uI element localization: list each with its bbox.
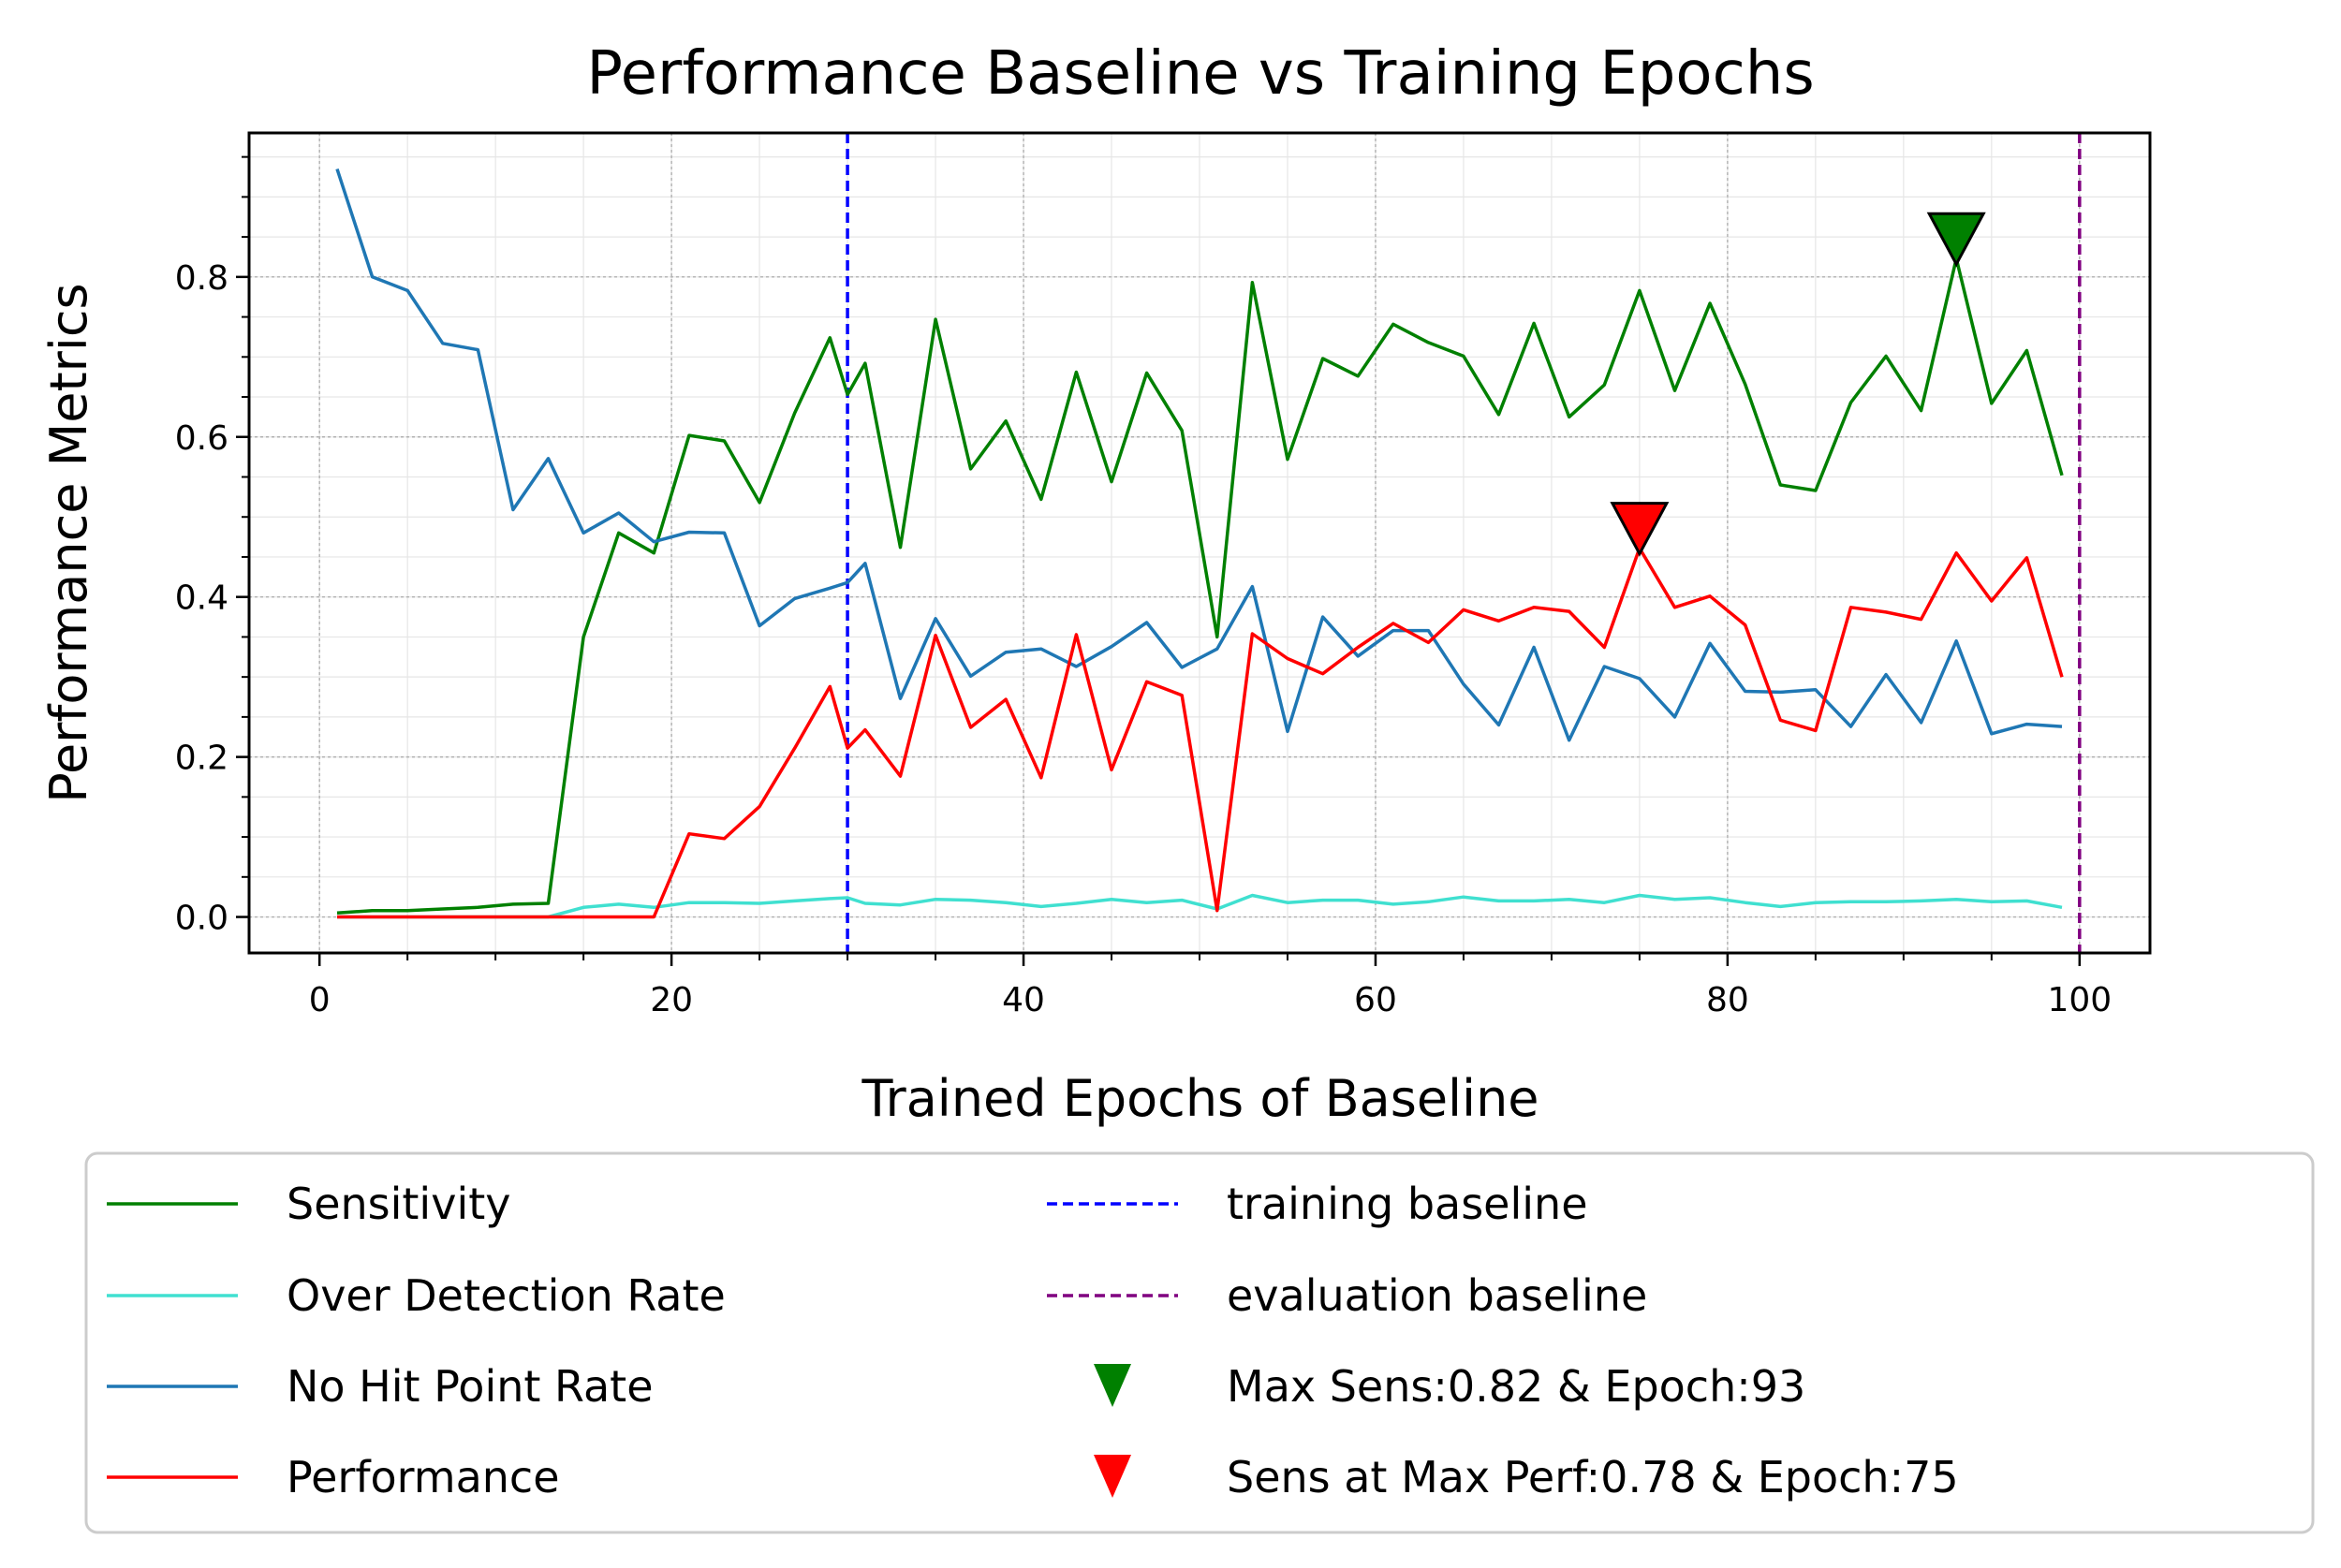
legend-label: No Hit Point Rate [287, 1361, 654, 1412]
series-sensitivity [336, 256, 2064, 916]
series-lines [335, 168, 2064, 919]
marker-epoch-93 [1926, 212, 1986, 268]
x-tick-label: 0 [309, 981, 331, 1019]
y-tick-label: 0.0 [175, 900, 228, 938]
legend-label: Max Sens:0.82 & Epoch:93 [1227, 1361, 1805, 1412]
axis-ticks: 0 20 40 60 80 100 0.0 0.2 0.4 0.6 0.8 [175, 155, 2112, 1019]
legend-label: Performance [287, 1452, 560, 1502]
legend: Sensitivity Over Detection Rate No Hit Poi… [84, 1151, 2315, 1534]
legend-marker [1094, 1455, 1131, 1498]
legend-label: Over Detection Rate [287, 1270, 726, 1321]
x-tick-label: 100 [2047, 981, 2112, 1019]
series-over-detection-rate [337, 893, 2063, 919]
max-markers [1610, 212, 1986, 557]
y-tick-label: 0.6 [175, 419, 228, 458]
legend-box [84, 1151, 2315, 1534]
series-performance [337, 546, 2064, 919]
baseline-lines [846, 133, 2082, 953]
legend-marker [1094, 1364, 1131, 1407]
legend-label: training baseline [1227, 1179, 1588, 1229]
x-tick-label: 80 [1706, 981, 1749, 1019]
legend-label: Sensitivity [287, 1179, 510, 1229]
x-tick-label: 60 [1354, 981, 1397, 1019]
grid [249, 133, 2150, 953]
y-tick-label: 0.4 [175, 579, 228, 618]
x-axis-title: Trained Epochs of Baseline [861, 1069, 1539, 1128]
y-axis-title: Performance Metrics [39, 283, 98, 802]
legend-label: evaluation baseline [1227, 1270, 1647, 1321]
chart-title: Performance Baseline vs Training Epochs [586, 39, 1814, 109]
marker-epoch-75 [1610, 502, 1670, 557]
legend-label: Sens at Max Perf:0.78 & Epoch:75 [1227, 1452, 1959, 1502]
x-tick-label: 40 [1002, 981, 1045, 1019]
y-tick-label: 0.8 [175, 259, 228, 298]
y-tick-label: 0.2 [175, 740, 228, 778]
x-tick-label: 20 [650, 981, 693, 1019]
